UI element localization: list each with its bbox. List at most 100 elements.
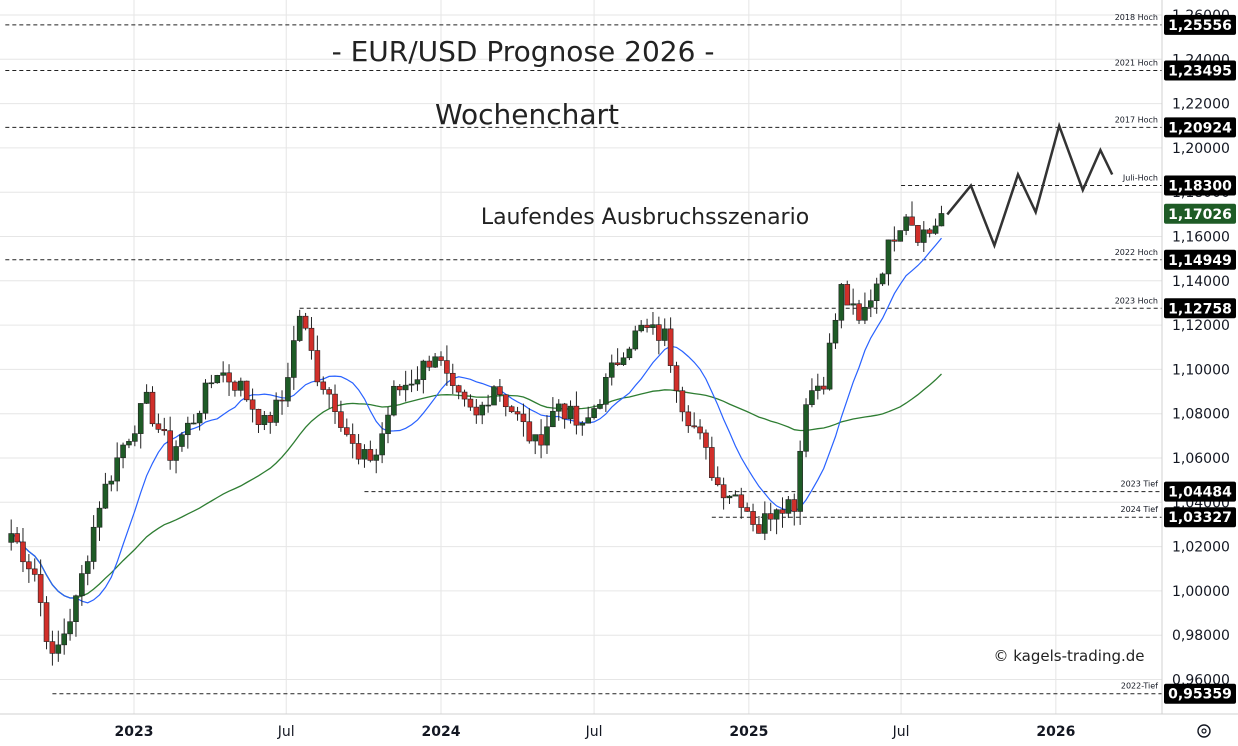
candle-body [132, 433, 138, 442]
projection-path [946, 121, 1114, 250]
candle-body [385, 414, 391, 435]
candle-body [279, 399, 285, 402]
candle-body [832, 319, 839, 344]
candle-body [432, 356, 438, 368]
grid-lines [0, 0, 1162, 714]
candle-body [920, 229, 927, 243]
candle-body [373, 454, 380, 461]
candle-body [167, 430, 173, 461]
candle-body [302, 315, 309, 329]
candle-body [338, 411, 344, 428]
candle-body [620, 357, 627, 365]
y-tick-label: 1,16000 [1172, 230, 1230, 246]
candle-body [67, 621, 73, 635]
candle-body [938, 213, 945, 227]
candle-body [61, 633, 67, 646]
candle-body [915, 225, 921, 243]
candle-body [296, 315, 303, 341]
candle-body [685, 411, 692, 427]
candle-body [444, 360, 450, 374]
level-price-value: 1,04484 [1168, 485, 1232, 501]
candle-body [779, 509, 786, 514]
candle-body [137, 403, 144, 434]
candle-body [120, 444, 126, 459]
level-price-box [1164, 683, 1236, 704]
level-price-value: 0,95359 [1168, 687, 1232, 703]
candle-body [691, 425, 697, 428]
level-label: 2017 Hoch [1115, 115, 1158, 124]
chart-subtitle: Wochenchart [435, 98, 619, 131]
x-tick-label: 2024 [422, 724, 461, 740]
candle-body [502, 394, 509, 408]
level-label: 2022-Tief [1121, 682, 1158, 691]
candle-body [897, 230, 904, 242]
candle-body [491, 386, 497, 406]
candle-body [797, 450, 803, 512]
y-tick-label: 1,10000 [1172, 362, 1230, 378]
y-tick-label: 1,20000 [1172, 141, 1230, 157]
candle-body [656, 324, 662, 341]
copyright-notice: © kagels-trading.de [993, 647, 1144, 665]
candle-body [391, 385, 397, 416]
level-price-box [1164, 175, 1236, 196]
candle-body [473, 406, 480, 416]
candle-body [155, 423, 162, 430]
candle-body [214, 375, 221, 384]
y-tick-label: 1,06000 [1172, 451, 1230, 467]
level-price-box [1164, 249, 1236, 270]
candle-body [408, 383, 415, 386]
level-label: 2018 Hoch [1115, 13, 1158, 22]
candle-body [732, 494, 739, 497]
candle-body [885, 239, 892, 275]
candle-body [632, 330, 639, 350]
candle-body [538, 434, 544, 446]
candle-body [26, 561, 32, 570]
candle-body [243, 380, 250, 401]
candle-body [379, 433, 385, 456]
candle-body [455, 385, 462, 393]
candle-body [291, 340, 297, 378]
candle-body [96, 507, 103, 528]
level-price-value: 1,18300 [1168, 179, 1232, 195]
settings-gear-icon[interactable] [1197, 724, 1211, 738]
x-tick-label: Jul [277, 724, 295, 740]
candle-body [467, 398, 474, 408]
candle-body [285, 377, 291, 402]
candle-body [126, 441, 132, 446]
price-axis: 1,260001,240001,220001,200001,180001,160… [1172, 8, 1230, 689]
candle-body [314, 350, 321, 383]
candle-body [844, 284, 851, 306]
candle-body [249, 399, 256, 410]
x-tick-label: 2025 [729, 724, 768, 740]
candle-body [49, 641, 56, 654]
candle-body [79, 573, 85, 597]
candle-body [308, 327, 315, 351]
last-price-box [1164, 203, 1236, 224]
candle-body [326, 389, 332, 395]
y-tick-label: 1,12000 [1172, 318, 1230, 334]
level-price-value: 1,20924 [1168, 120, 1232, 136]
x-tick-label: Jul [892, 724, 910, 740]
level-price-value: 1,25556 [1168, 18, 1232, 34]
candle-body [750, 511, 756, 525]
candle-body [520, 413, 527, 423]
candle-body [850, 303, 856, 306]
y-tick-label: 1,14000 [1172, 274, 1230, 290]
x-tick-label: 2026 [1036, 724, 1075, 740]
candle-body [396, 385, 403, 391]
candle-body [497, 386, 503, 396]
candle-body [903, 216, 909, 231]
candle-body [826, 342, 833, 390]
time-axis: 2023 Jul 2024 Jul 2025 Jul 2026 [115, 724, 1076, 740]
candle-body [343, 427, 350, 435]
candle-body [485, 404, 491, 407]
candle-body [555, 403, 562, 412]
candle-body [420, 360, 427, 380]
y-tick-label: 1,22000 [1172, 97, 1230, 113]
candle-body [862, 306, 868, 321]
candle-body [355, 443, 362, 460]
candle-body [90, 526, 97, 562]
y-tick-label: 1,02000 [1172, 540, 1230, 556]
candle-body [361, 449, 368, 460]
